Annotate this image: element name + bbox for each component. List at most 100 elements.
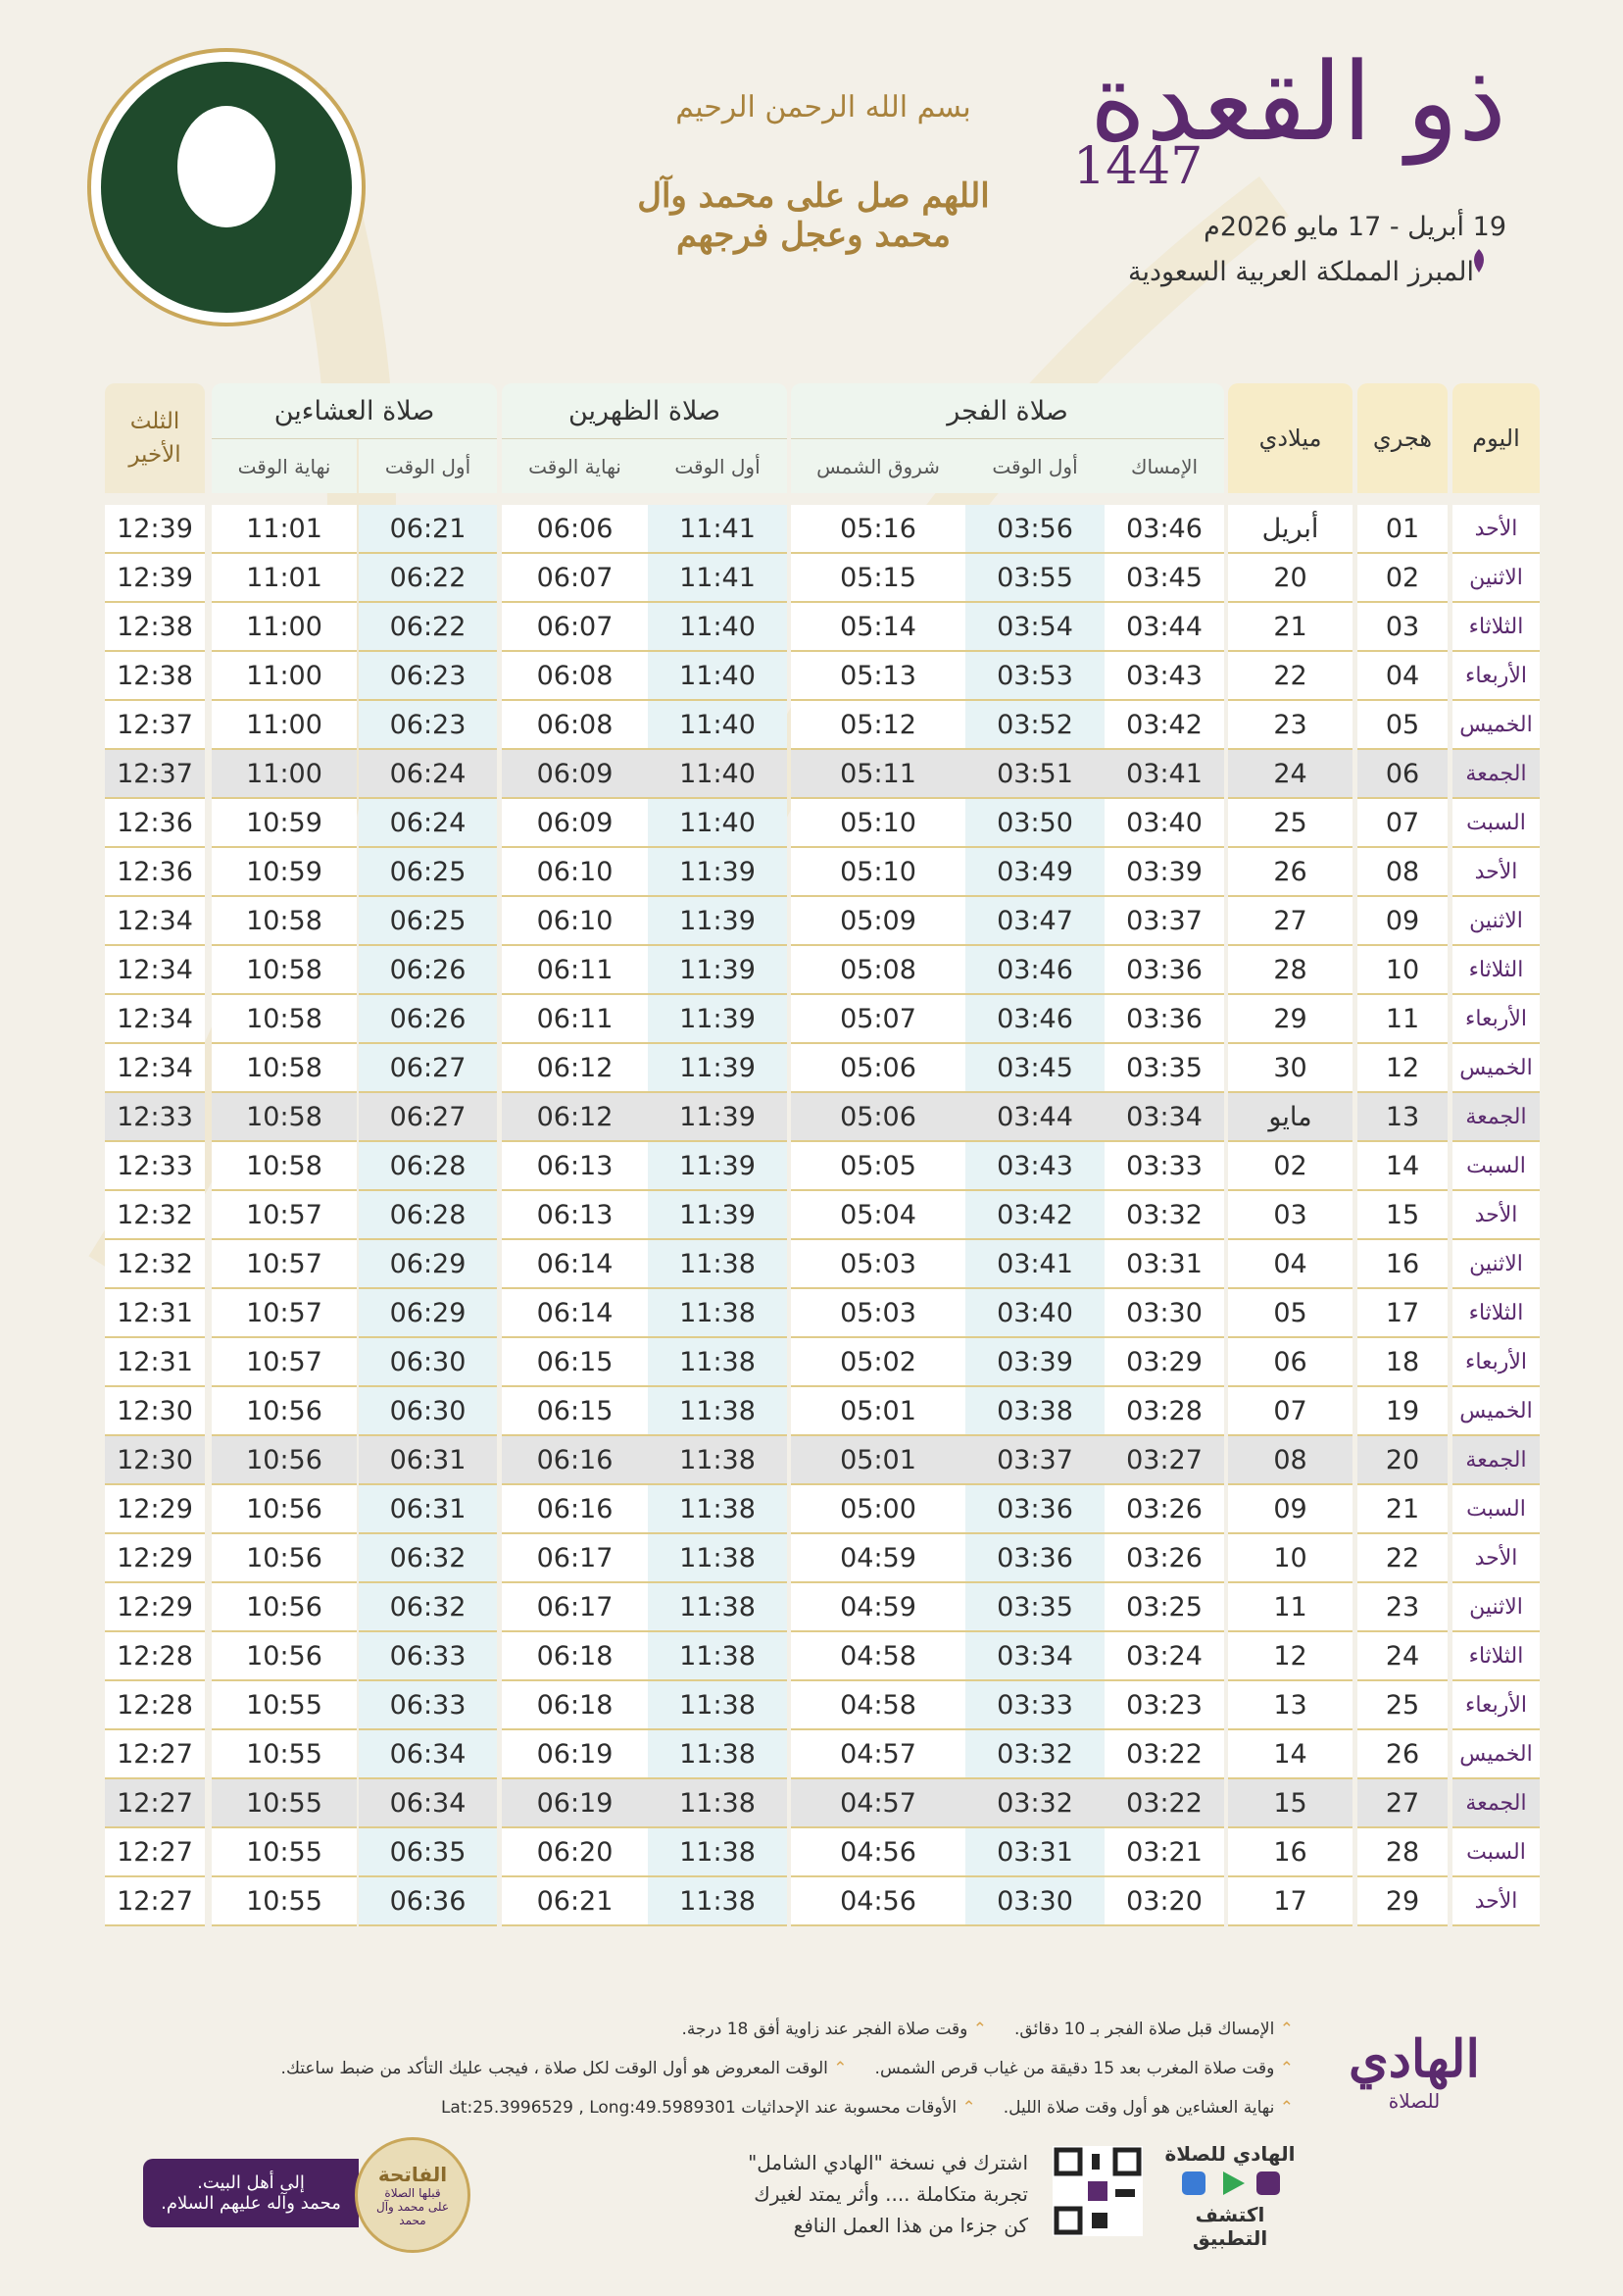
last-third-time: 12:27 [105,1877,205,1926]
fajr-time: 03:39 [965,1338,1105,1387]
gregorian-day: 05 [1228,1289,1352,1338]
dhuhr-end-time: 06:09 [502,750,648,799]
maghrib-time: 06:35 [359,1828,497,1877]
last-third-time: 12:34 [105,995,205,1044]
note: الإمساك قبل صلاة الفجر بـ 10 دقائق. [1014,2020,1294,2039]
fatiha-badge: الفاتحة قبلها الصلاة على محمد وآل محمد [355,2137,470,2253]
sunrise-time: 04:59 [791,1583,965,1632]
imsak-time: 03:36 [1105,995,1224,1044]
imsak-time: 03:42 [1105,701,1224,750]
last-third-time: 12:36 [105,848,205,897]
last-third-time: 12:27 [105,1730,205,1779]
isha-end-time: 10:58 [212,897,357,946]
sunrise-time: 05:14 [791,603,965,652]
dhuhr-time: 11:38 [648,1877,787,1926]
fajr-time: 03:51 [965,750,1105,799]
last-third-time: 12:38 [105,603,205,652]
column-header: هجري [1357,383,1448,493]
subscribe-block: اشترك في نسخة "الهادي الشامل" تجربة متكا… [748,2147,1028,2241]
weekday: الجمعة [1452,1436,1540,1485]
gregorian-day: مايو [1228,1093,1352,1142]
weekday: الأربعاء [1452,995,1540,1044]
hijri-day: 01 [1357,505,1448,554]
imsak-time: 03:36 [1105,946,1224,995]
isha-end-time: 10:56 [212,1436,357,1485]
weekday: الثلاثاء [1452,1289,1540,1338]
gregorian-day: 02 [1228,1142,1352,1191]
isha-end-time: 10:57 [212,1338,357,1387]
hijri-day: 16 [1357,1240,1448,1289]
gregorian-day: 04 [1228,1240,1352,1289]
last-third-time: 12:27 [105,1779,205,1828]
last-third-time: 12:29 [105,1583,205,1632]
dhuhr-time: 11:40 [648,603,787,652]
sunrise-time: 05:00 [791,1485,965,1534]
imsak-time: 03:34 [1105,1093,1224,1142]
imsak-time: 03:25 [1105,1583,1224,1632]
fajr-time: 03:31 [965,1828,1105,1877]
isha-end-time: 10:59 [212,848,357,897]
app-cta[interactable]: اكتشف التطبيق [1192,2203,1268,2250]
fajr-time: 03:40 [965,1289,1105,1338]
maghrib-time: 06:24 [359,799,497,848]
imsak-time: 03:33 [1105,1142,1224,1191]
dhuhr-time: 11:39 [648,946,787,995]
maghrib-time: 06:23 [359,652,497,701]
group-header: صلاة الفجر [791,383,1224,439]
isha-end-time: 10:58 [212,946,357,995]
dhuhr-time: 11:38 [648,1338,787,1387]
sunrise-time: 05:15 [791,554,965,603]
location: المبرز المملكة العربية السعودية [1127,257,1474,287]
hijri-day: 23 [1357,1583,1448,1632]
prayer-table: اليوم هجري ميلادي الثلث الأخير صلاة الفجر الإ… [105,383,1540,1926]
weekday: الثلاثاء [1452,946,1540,995]
dhuhr-end-time: 06:10 [502,897,648,946]
imsak-time: 03:39 [1105,848,1224,897]
hijri-day: 29 [1357,1877,1448,1926]
group-header: صلاة الظهرين [502,383,787,439]
dhuhr-end-time: 06:19 [502,1779,648,1828]
sunrise-time: 05:10 [791,799,965,848]
fajr-time: 03:38 [965,1387,1105,1436]
weekday: الخميس [1452,1730,1540,1779]
fajr-time: 03:53 [965,652,1105,701]
dhuhr-end-time: 06:18 [502,1681,648,1730]
maghrib-time: 06:28 [359,1191,497,1240]
fajr-time: 03:43 [965,1142,1105,1191]
logo-sub: للصلاة [1388,2089,1441,2113]
dhuhr-end-time: 06:11 [502,946,648,995]
last-third-time: 12:39 [105,554,205,603]
imsak-time: 03:37 [1105,897,1224,946]
dhuhr-end-time: 06:06 [502,505,648,554]
hijri-day: 14 [1357,1142,1448,1191]
weekday: السبت [1452,799,1540,848]
last-third-time: 12:28 [105,1632,205,1681]
hijri-day: 12 [1357,1044,1448,1093]
imsak-time: 03:41 [1105,750,1224,799]
imsak-time: 03:44 [1105,603,1224,652]
fajr-time: 03:42 [965,1191,1105,1240]
dhuhr-time: 11:38 [648,1730,787,1779]
dhuhr-end-time: 06:09 [502,799,648,848]
maghrib-time: 06:22 [359,603,497,652]
note: نهاية العشاءين هو أول وقت صلاة الليل. [1004,2098,1294,2118]
logo: الهادي للصلاة [1346,2029,1483,2113]
dhuhr-time: 11:38 [648,1240,787,1289]
fajr-time: 03:56 [965,505,1105,554]
isha-end-time: 10:57 [212,1289,357,1338]
sunrise-time: 05:13 [791,652,965,701]
weekday: الاثنين [1452,1583,1540,1632]
fajr-time: 03:34 [965,1632,1105,1681]
last-third-time: 12:36 [105,799,205,848]
maghrib-time: 06:31 [359,1436,497,1485]
notes-line: وقت صلاة المغرب بعد 15 دقيقة من غياب قرص… [281,2059,1294,2078]
last-third-time: 12:37 [105,750,205,799]
maghrib-time: 06:34 [359,1730,497,1779]
gregorian-day: أبريل [1228,505,1352,554]
subscribe-text: تجربة متكاملة .... وأثر يمتد لغيرك [754,2182,1028,2206]
weekday: السبت [1452,1142,1540,1191]
last-third-time: 12:31 [105,1338,205,1387]
last-third-time: 12:30 [105,1387,205,1436]
fajr-time: 03:44 [965,1093,1105,1142]
sunrise-time: 04:58 [791,1632,965,1681]
